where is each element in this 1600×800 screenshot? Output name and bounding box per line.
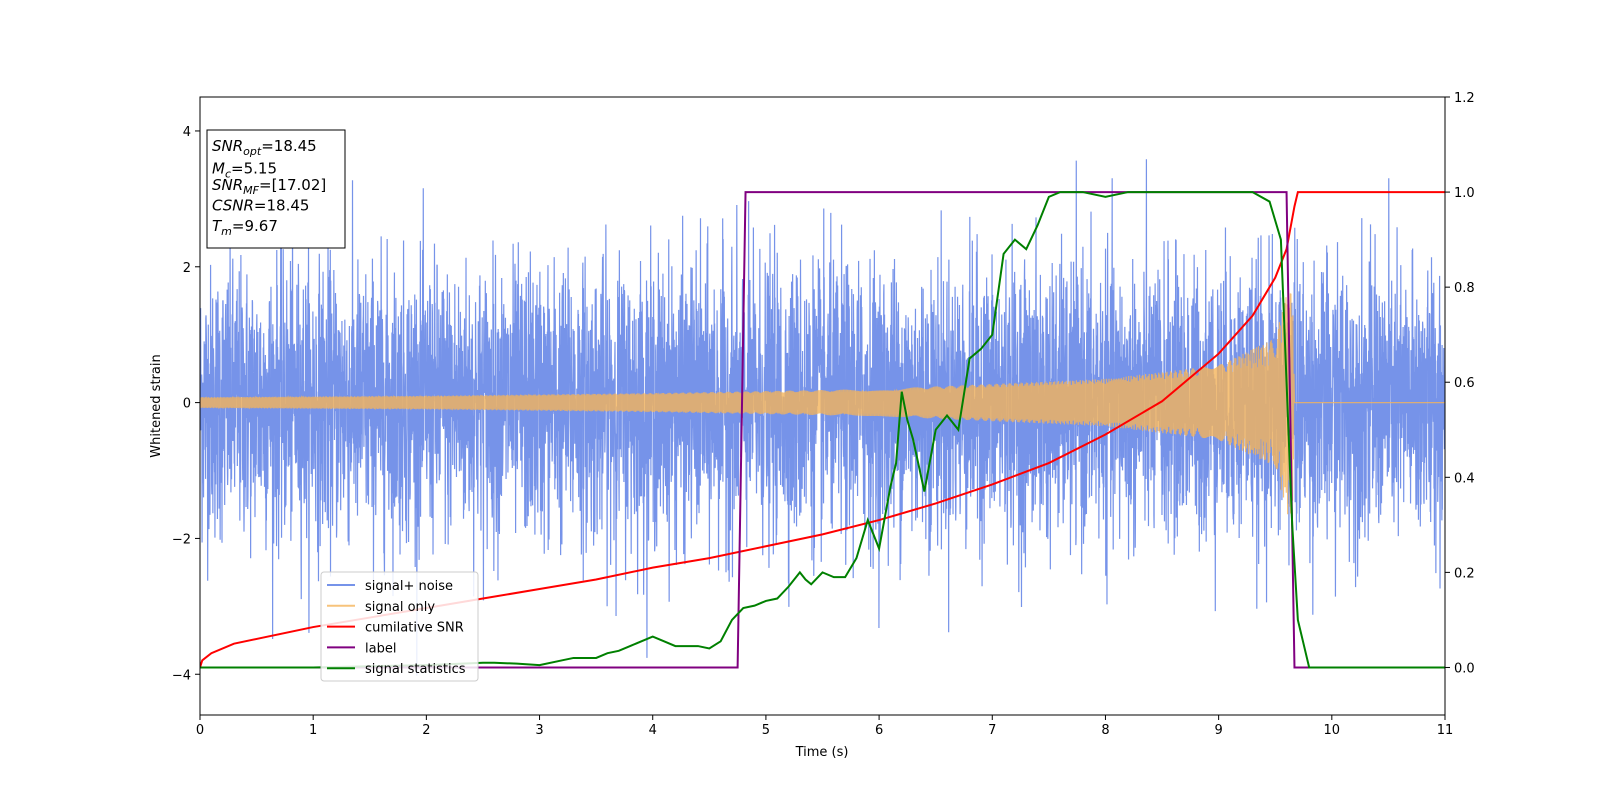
y2-tick-label: 0.8 [1454,281,1475,296]
y2-tick-label: 0.2 [1454,566,1475,581]
x-tick-label: 3 [535,723,543,738]
plot-area [200,159,1445,676]
legend-label: signal only [365,600,435,615]
legend-label: label [365,641,396,656]
series-signal-only-line [200,293,1445,515]
y-tick-label: 4 [183,125,191,140]
x-tick-label: 7 [988,723,996,738]
series-signal-noise-line [200,159,1445,676]
y-axis-label: Whitened strain [149,354,164,457]
info-line: SNRopt=18.45 [212,137,317,158]
y-tick-label: −4 [172,668,191,683]
x-tick-label: 0 [196,723,204,738]
x-tick-label: 2 [422,723,430,738]
info-box-frame [206,129,346,249]
legend: signal+ noise signal only cumilative SNR la… [320,571,479,682]
x-tick-label: 11 [1437,723,1454,738]
series-cumulative-snr-line [200,191,1445,668]
series-signal-statistics-line [200,191,1445,669]
y2-tick-label: 1.2 [1454,91,1475,106]
y2-tick-label: 0.4 [1454,471,1475,486]
x-tick-label: 8 [1101,723,1109,738]
x-tick-label: 4 [649,723,657,738]
info-box: SNRopt=18.45Mc=5.15SNRMF=[17.02]CSNR=18.… [206,129,346,249]
y-tick-label: 2 [183,261,191,276]
x-tick-label: 10 [1324,723,1341,738]
y2-tick-label: 1.0 [1454,186,1475,201]
y-tick-label: −2 [172,532,191,547]
axes: 0 1 2 3 4 5 6 7 8 9 10 11 −4 −2 0 2 4 0.0 0.2 0.4 0.6 0.8 1.0 1… [172,91,1475,738]
x-axis-label: Time (s) [795,745,849,760]
x-tick-label: 9 [1214,723,1222,738]
info-line: Mc=5.15 [212,160,277,181]
info-line: Tm=9.67 [212,217,278,238]
info-line: SNRMF=[17.02] [212,176,326,197]
x-tick-label: 6 [875,723,883,738]
legend-label: signal+ noise [365,579,453,594]
y2-tick-label: 0.6 [1454,376,1475,391]
legend-label: signal statistics [365,662,466,677]
x-tick-label: 1 [309,723,317,738]
y-tick-label: 0 [183,397,191,412]
y2-tick-label: 0.0 [1454,661,1475,676]
x-tick-label: 5 [762,723,770,738]
legend-label: cumilative SNR [365,621,464,636]
info-line: CSNR=18.45 [212,197,309,215]
plot-frame [199,96,1446,716]
legend-frame [320,571,479,682]
